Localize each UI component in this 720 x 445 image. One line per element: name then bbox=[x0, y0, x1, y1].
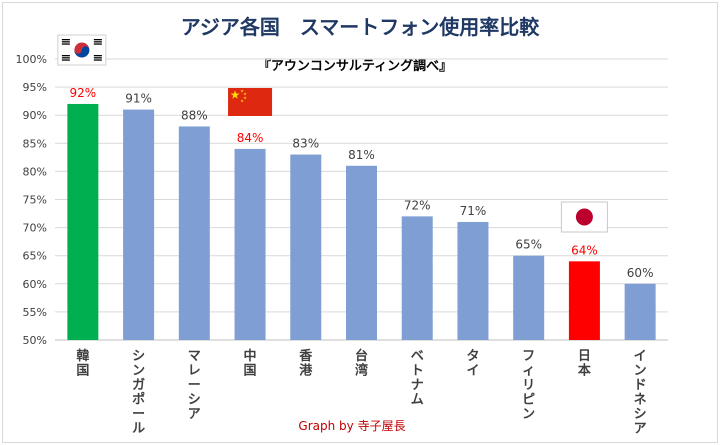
y-axis: 50% 55% 60% 65% 70% 75% 80% 85% 90% 95% 100% bbox=[16, 53, 47, 347]
japan-flag-icon bbox=[560, 201, 608, 233]
y-tick-label: 75% bbox=[23, 194, 47, 207]
y-tick-label: 95% bbox=[23, 81, 47, 94]
data-label: 88% bbox=[181, 108, 208, 122]
data-label: 92% bbox=[70, 86, 97, 100]
flags bbox=[57, 34, 608, 233]
bar bbox=[123, 109, 155, 340]
y-tick-label: 50% bbox=[23, 334, 47, 347]
bar bbox=[624, 283, 656, 340]
y-tick-label: 60% bbox=[23, 278, 47, 291]
y-tick-label: 80% bbox=[23, 165, 47, 178]
bar bbox=[178, 126, 210, 340]
y-tick-label: 70% bbox=[23, 222, 47, 235]
y-tick-label: 90% bbox=[23, 109, 47, 122]
bars bbox=[67, 103, 656, 341]
category-label: インドネシア bbox=[634, 349, 647, 437]
y-tick-label: 85% bbox=[23, 137, 47, 150]
bar bbox=[401, 216, 433, 340]
category-label: 香港 bbox=[298, 348, 313, 379]
category-label: 日本 bbox=[578, 349, 591, 379]
credit-prefix: Graph by bbox=[298, 419, 357, 433]
credit-name: 寺子屋長 bbox=[358, 419, 406, 433]
bar bbox=[568, 261, 600, 340]
y-tick-label: 65% bbox=[23, 250, 47, 263]
data-label: 72% bbox=[404, 198, 431, 212]
category-label: 台湾 bbox=[355, 348, 368, 379]
korea-flag-icon bbox=[57, 34, 107, 66]
data-label: 65% bbox=[515, 238, 542, 252]
category-label: 韓国 bbox=[76, 348, 89, 379]
chart-title: アジア各国 スマートフォン使用率比較 bbox=[181, 15, 541, 39]
data-label: 60% bbox=[627, 266, 654, 280]
category-label: マレーシア bbox=[188, 349, 201, 422]
category-label: シンガポール bbox=[132, 349, 145, 437]
y-tick-label: 55% bbox=[23, 306, 47, 319]
china-flag-icon bbox=[228, 88, 273, 116]
data-label: 83% bbox=[292, 137, 319, 151]
data-label: 71% bbox=[460, 204, 487, 218]
bar bbox=[457, 221, 489, 340]
chart-subtitle: 『アウンコンサルティング調べ』 bbox=[258, 58, 452, 74]
bar bbox=[346, 165, 377, 340]
category-label: タイ bbox=[466, 349, 479, 379]
bar bbox=[67, 103, 99, 341]
chart-credit: Graph by 寺子屋長 bbox=[298, 419, 405, 433]
x-axis-categories: 韓国 シンガポール マレーシア 中国 香港 台湾 ベトナム タイ フィリピン 日本 インドネシア bbox=[76, 348, 646, 437]
bar bbox=[513, 255, 545, 340]
bar bbox=[234, 148, 266, 340]
category-label: フィリピン bbox=[522, 349, 535, 422]
gridlines bbox=[55, 58, 668, 341]
data-label: 81% bbox=[348, 148, 375, 162]
category-label: ベトナム bbox=[411, 349, 424, 408]
data-label: 84% bbox=[237, 131, 264, 145]
category-label: 中国 bbox=[244, 348, 257, 379]
data-labels: 92% 91% 88% 84% 83% 81% 72% 71% 65% 64% 60% bbox=[70, 86, 654, 280]
bar bbox=[290, 154, 322, 340]
y-tick-label: 100% bbox=[16, 53, 47, 66]
data-label: 91% bbox=[125, 92, 152, 106]
data-label: 64% bbox=[571, 243, 598, 257]
